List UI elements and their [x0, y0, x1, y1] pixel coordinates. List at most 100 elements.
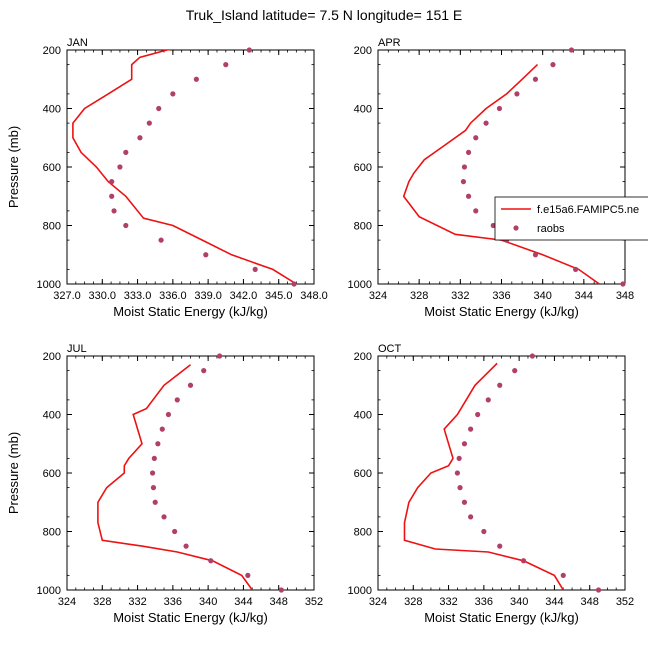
legend-point-swatch [513, 225, 519, 231]
x-tick-label: 340 [533, 290, 551, 302]
x-tick-label: 348 [270, 596, 288, 608]
x-tick-label: 330.0 [89, 290, 117, 302]
raobs-point [137, 135, 143, 141]
y-tick-label: 600 [354, 468, 372, 480]
x-tick-label: 332 [128, 596, 146, 608]
panel-label: JAN [67, 37, 88, 49]
x-tick-label: 348 [616, 290, 634, 302]
raobs-point [473, 135, 479, 141]
raobs-point [111, 208, 117, 214]
raobs-point [245, 572, 251, 578]
x-tick-label: 340 [510, 596, 528, 608]
x-tick-label: 344 [575, 290, 593, 302]
x-axis-title: Moist Static Energy (kJ/kg) [424, 610, 579, 625]
y-tick-label: 1000 [348, 585, 372, 597]
y-tick-label: 600 [354, 162, 372, 174]
plot-frame [377, 49, 626, 285]
y-tick-label: 1000 [348, 279, 372, 291]
x-axis-title: Moist Static Energy (kJ/kg) [113, 304, 268, 319]
raobs-point [595, 587, 602, 593]
raobs-point [156, 105, 162, 112]
raobs-point [461, 441, 468, 447]
x-tick-label: 336.0 [159, 290, 187, 302]
x-tick-label: 340 [199, 596, 217, 608]
y-tick-label: 800 [43, 221, 61, 233]
y-tick-label: 400 [354, 104, 372, 116]
y-tick-label: 200 [354, 351, 372, 363]
raobs-point [461, 499, 468, 505]
raobs-point [483, 120, 489, 126]
raobs-point [152, 499, 158, 505]
x-tick-label: 342.0 [230, 290, 258, 302]
raobs-point [150, 485, 157, 491]
raobs-point [468, 514, 474, 520]
y-axis-title: Pressure (mb) [6, 126, 21, 208]
raobs-point [203, 252, 209, 258]
plot-frame [66, 49, 315, 285]
legend-box [494, 196, 648, 241]
x-tick-label: 345.0 [265, 290, 293, 302]
raobs-point [481, 528, 487, 535]
raobs-point [460, 179, 467, 185]
raobs-point [174, 397, 180, 403]
raobs-point [208, 558, 214, 564]
y-tick-label: 200 [43, 45, 61, 57]
raobs-point [278, 587, 284, 593]
raobs-point [532, 76, 539, 82]
y-tick-label: 200 [43, 351, 61, 363]
raobs-point [170, 91, 176, 97]
raobs-point [252, 266, 258, 272]
raobs-point [123, 222, 129, 229]
raobs-point [193, 76, 199, 82]
raobs-point [149, 470, 156, 476]
y-tick-label: 1000 [37, 585, 61, 597]
x-axis-title: Moist Static Energy (kJ/kg) [113, 610, 268, 625]
raobs-point [217, 353, 223, 359]
raobs-point [159, 426, 165, 432]
y-tick-label: 400 [43, 104, 61, 116]
raobs-point [620, 281, 626, 287]
x-tick-label: 328 [404, 596, 422, 608]
x-tick-label: 339.0 [194, 290, 222, 302]
raobs-point [246, 47, 252, 53]
x-tick-label: 324 [369, 290, 387, 302]
raobs-point [461, 164, 468, 170]
model-profile-line [97, 364, 253, 590]
raobs-point [172, 528, 178, 535]
raobs-point [573, 266, 579, 272]
x-tick-label: 336 [164, 596, 182, 608]
y-tick-label: 1000 [37, 279, 61, 291]
raobs-point [155, 441, 161, 447]
raobs-point [496, 105, 503, 112]
raobs-point [109, 179, 115, 185]
legend: f.e15a6.FAMIPC5.ne raobs [494, 196, 648, 241]
raobs-point [465, 193, 472, 199]
raobs-point [183, 543, 189, 549]
model-profile-line [72, 50, 297, 284]
x-tick-label: 348 [581, 596, 599, 608]
y-tick-label: 600 [43, 468, 61, 480]
x-tick-label: 324 [369, 596, 387, 608]
raobs-point [490, 222, 496, 229]
y-tick-label: 800 [354, 527, 372, 539]
raobs-point [560, 572, 566, 578]
legend-obs-label: raobs [537, 223, 565, 235]
raobs-point [473, 208, 479, 214]
y-tick-label: 400 [43, 410, 61, 422]
raobs-point [457, 485, 463, 491]
raobs-point [456, 455, 462, 461]
panel-jul: JUL 324 328 332 336 340 344 348 352 200 400 600 800 1… [6, 343, 323, 625]
x-tick-label: 352 [305, 596, 323, 608]
x-tick-label: 336 [475, 596, 493, 608]
raobs-point [512, 368, 518, 374]
raobs-point [497, 382, 503, 388]
raobs-point [146, 120, 152, 126]
x-tick-label: 352 [616, 596, 634, 608]
y-tick-label: 600 [43, 162, 61, 174]
y-axis-title: Pressure (mb) [6, 432, 21, 514]
raobs-point [165, 411, 172, 418]
raobs-point [520, 558, 527, 564]
x-tick-label: 344 [234, 596, 252, 608]
x-tick-label: 348.0 [300, 290, 328, 302]
raobs-point [158, 237, 164, 243]
